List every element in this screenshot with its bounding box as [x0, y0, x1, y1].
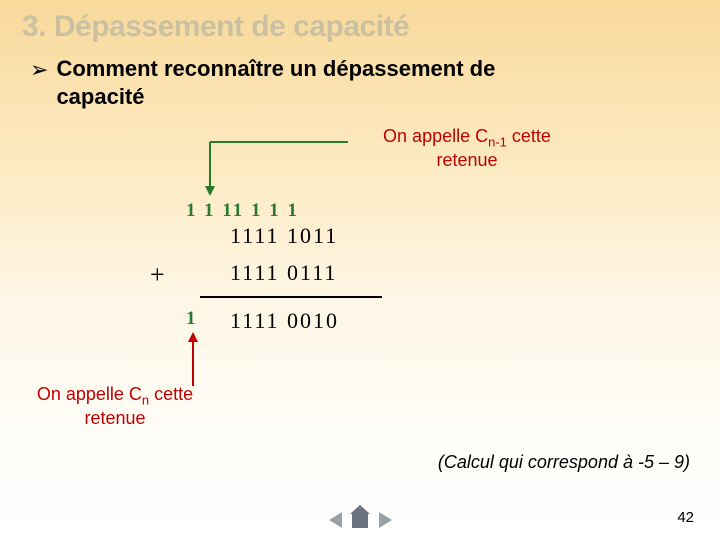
page-number: 42: [677, 509, 694, 526]
nav-controls: [324, 510, 396, 530]
nav-next-button[interactable]: [374, 510, 396, 530]
slide-title: 3. Dépassement de capacité: [22, 10, 409, 44]
overflow-diagram: On appelle Cn-1 cette retenue 1 1 11 1 1…: [90, 120, 610, 430]
label-cn1-sub: n-1: [488, 135, 507, 150]
arrow-top-icon: [200, 134, 355, 204]
label-cn-pre: On appelle C: [37, 384, 142, 404]
chevron-icon: ➢: [30, 57, 48, 83]
label-cn1-pre: On appelle C: [383, 126, 488, 146]
nav-prev-button[interactable]: [324, 510, 346, 530]
plus-sign: +: [150, 260, 165, 290]
result-sum: 1111 0010: [230, 308, 339, 334]
rule-line: [200, 296, 382, 298]
result-carry: 1: [186, 308, 196, 330]
home-icon: [352, 512, 368, 528]
triangle-right-icon: [379, 512, 392, 528]
arrow-bottom-icon: [185, 330, 205, 390]
bullet-row: ➢ Comment reconnaître un dépassement de …: [30, 55, 556, 110]
carry-inner: 1 11 1 1 1: [204, 200, 299, 222]
carry-outer: 1: [186, 200, 196, 222]
label-cn: On appelle Cn cette retenue: [15, 384, 215, 429]
operand-a: 1111 1011: [230, 223, 338, 249]
subtitle: Comment reconnaître un dépassement de ca…: [56, 55, 556, 110]
caption: (Calcul qui correspond à -5 – 9): [438, 452, 690, 473]
label-cn1: On appelle Cn-1 cette retenue: [352, 126, 582, 171]
nav-home-button[interactable]: [349, 510, 371, 530]
triangle-left-icon: [329, 512, 342, 528]
operand-b: 1111 0111: [230, 260, 337, 286]
